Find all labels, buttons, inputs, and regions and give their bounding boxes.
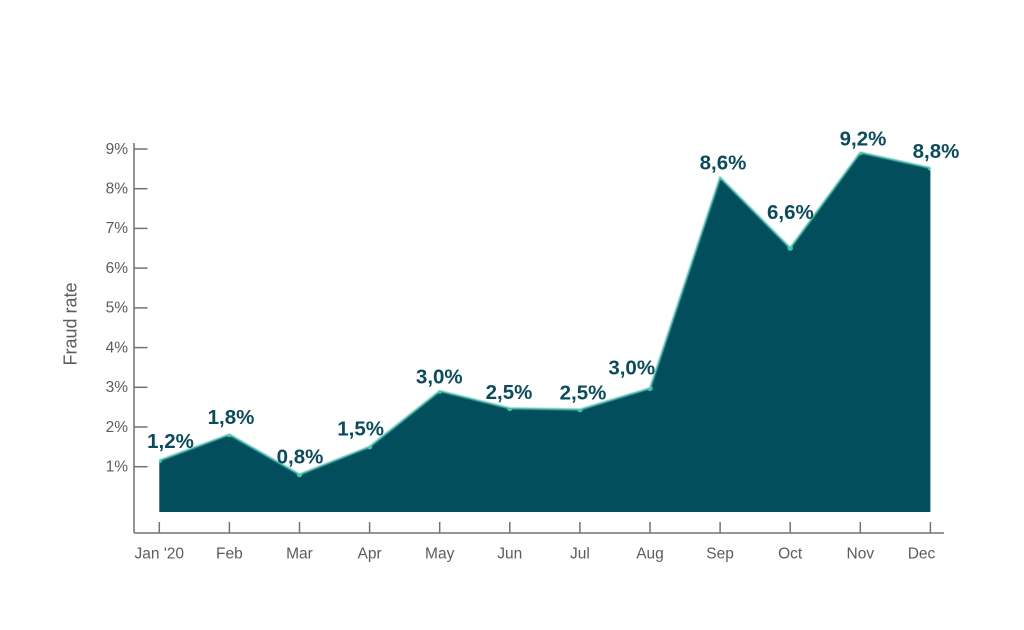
svg-text:Mar: Mar xyxy=(286,545,313,562)
svg-text:8%: 8% xyxy=(106,181,129,198)
svg-text:Fraud rate: Fraud rate xyxy=(61,282,81,365)
svg-text:7%: 7% xyxy=(106,220,129,237)
svg-text:Sep: Sep xyxy=(706,545,734,562)
svg-text:9%: 9% xyxy=(106,141,129,158)
svg-text:8,6%: 8,6% xyxy=(700,152,747,175)
svg-text:3,0%: 3,0% xyxy=(608,357,655,380)
svg-text:9,2%: 9,2% xyxy=(840,128,887,151)
svg-text:Oct: Oct xyxy=(778,545,803,562)
svg-text:4%: 4% xyxy=(106,339,129,356)
svg-text:1,5%: 1,5% xyxy=(337,418,384,441)
svg-text:Dec: Dec xyxy=(908,545,936,562)
svg-text:5%: 5% xyxy=(106,300,129,317)
svg-text:Aug: Aug xyxy=(636,545,664,562)
svg-text:May: May xyxy=(425,545,455,562)
svg-text:8,8%: 8,8% xyxy=(913,140,960,163)
svg-text:2%: 2% xyxy=(106,419,129,436)
svg-text:1,8%: 1,8% xyxy=(208,406,255,429)
svg-text:3,0%: 3,0% xyxy=(416,366,463,389)
svg-text:Jun: Jun xyxy=(497,545,522,562)
svg-text:Feb: Feb xyxy=(216,545,243,562)
svg-text:1,2%: 1,2% xyxy=(147,430,194,453)
svg-text:2,5%: 2,5% xyxy=(560,382,607,405)
svg-text:2,5%: 2,5% xyxy=(486,381,533,404)
svg-text:6%: 6% xyxy=(106,260,129,277)
svg-text:Jan '20: Jan '20 xyxy=(135,545,185,562)
svg-text:Jul: Jul xyxy=(570,545,590,562)
svg-text:Nov: Nov xyxy=(847,545,875,562)
svg-text:1%: 1% xyxy=(106,459,129,476)
svg-text:6,6%: 6,6% xyxy=(767,201,814,224)
svg-text:3%: 3% xyxy=(106,379,129,396)
svg-text:Apr: Apr xyxy=(358,545,382,562)
svg-text:0,8%: 0,8% xyxy=(277,446,324,469)
